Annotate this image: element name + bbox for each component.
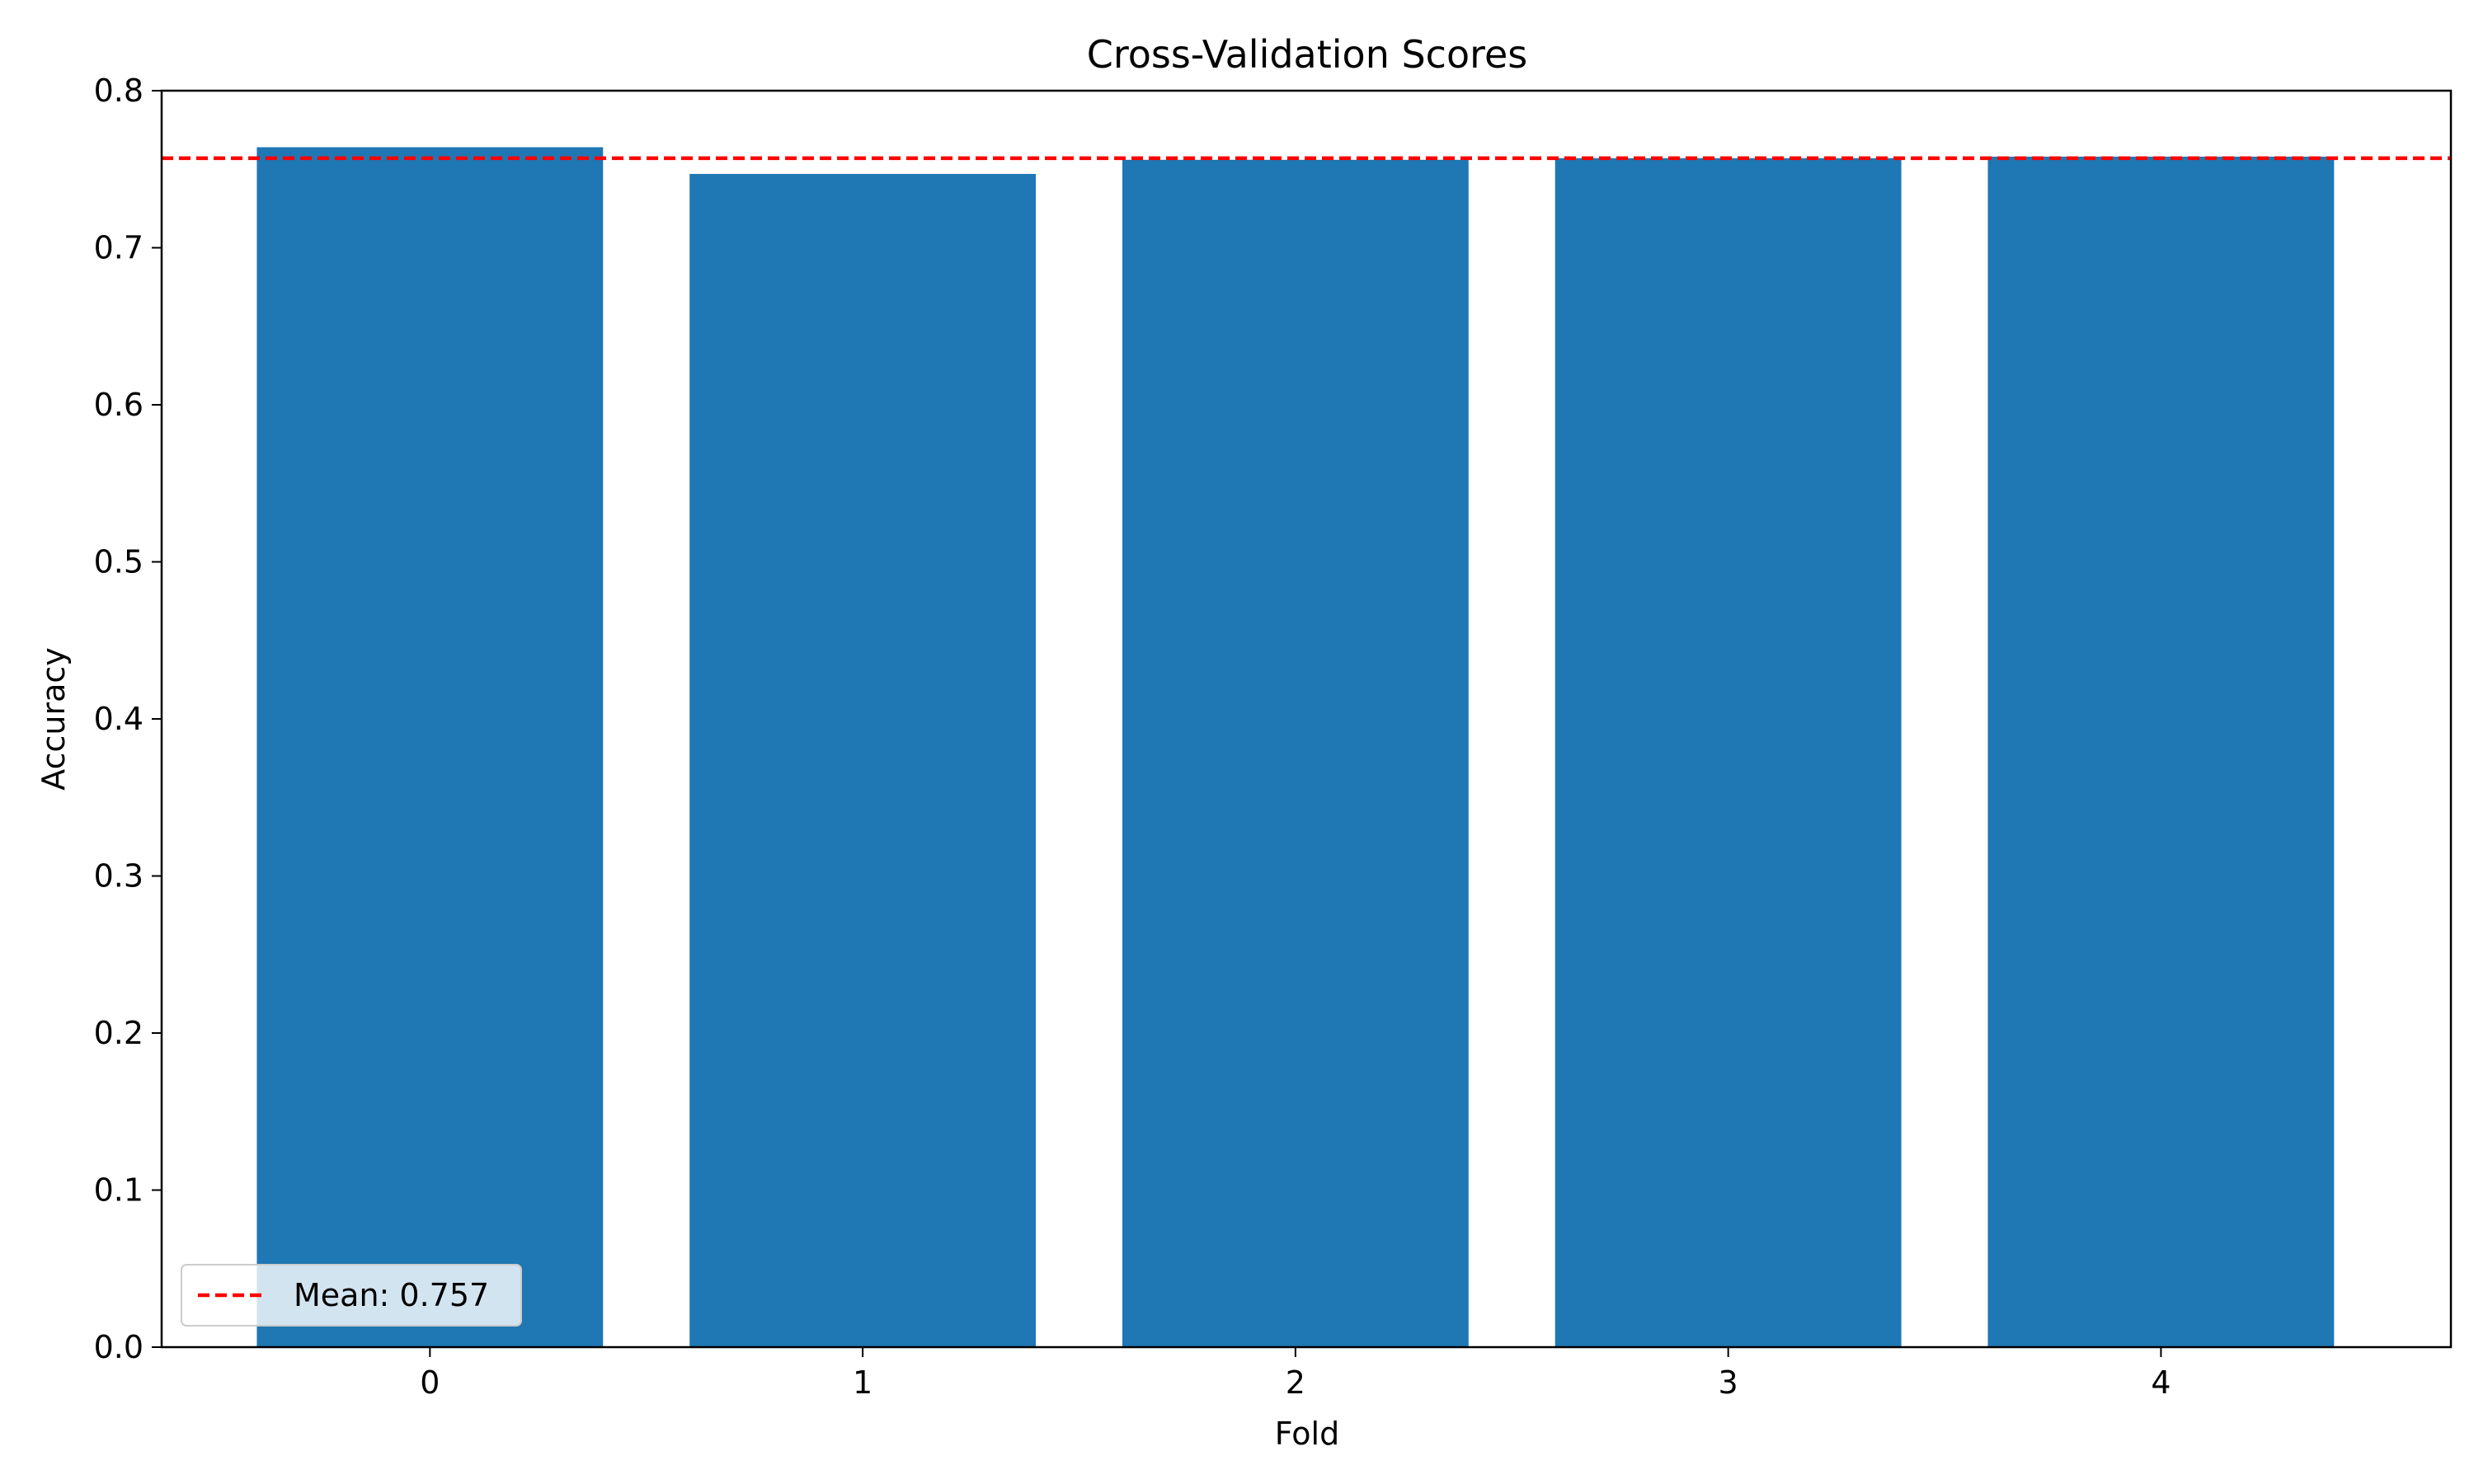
- bar-fold-1: [689, 173, 1037, 1348]
- y-tick-label-0.7: 0.7: [94, 230, 143, 266]
- y-tick-label-0.5: 0.5: [94, 544, 143, 580]
- chart-title: Cross-Validation Scores: [1087, 32, 1528, 77]
- y-axis-ticks: 0.0 0.1 0.2 0.3 0.4 0.5 0.6 0.7 0.8: [94, 73, 162, 1365]
- x-tick-label-1: 1: [853, 1364, 872, 1401]
- y-tick-label-0.1: 0.1: [94, 1172, 143, 1209]
- y-tick-label-0.4: 0.4: [94, 701, 143, 737]
- legend-box: [181, 1264, 522, 1327]
- legend-mean-label: Mean: 0.757: [294, 1277, 489, 1313]
- x-tick-label-3: 3: [1719, 1364, 1738, 1401]
- x-tick-label-2: 2: [1286, 1364, 1305, 1401]
- x-tick-label-0: 0: [420, 1364, 440, 1401]
- bar-fold-0: [256, 147, 604, 1348]
- y-tick-label-0.6: 0.6: [94, 387, 143, 423]
- y-axis-label: Accuracy: [35, 647, 72, 791]
- legend: Mean: 0.757: [181, 1264, 522, 1327]
- bars-layer: [256, 147, 2335, 1348]
- x-axis-label: Fold: [1275, 1416, 1339, 1452]
- x-tick-label-4: 4: [2151, 1364, 2171, 1401]
- bar-fold-2: [1122, 159, 1469, 1347]
- y-tick-label-0.0: 0.0: [94, 1329, 143, 1365]
- y-tick-label-0.3: 0.3: [94, 858, 143, 895]
- y-tick-label-0.8: 0.8: [94, 73, 143, 109]
- y-tick-label-0.2: 0.2: [94, 1015, 143, 1051]
- x-axis-ticks: 0 1 2 3 4: [420, 1347, 2171, 1401]
- bar-fold-4: [1987, 157, 2335, 1347]
- bar-fold-3: [1554, 157, 1902, 1347]
